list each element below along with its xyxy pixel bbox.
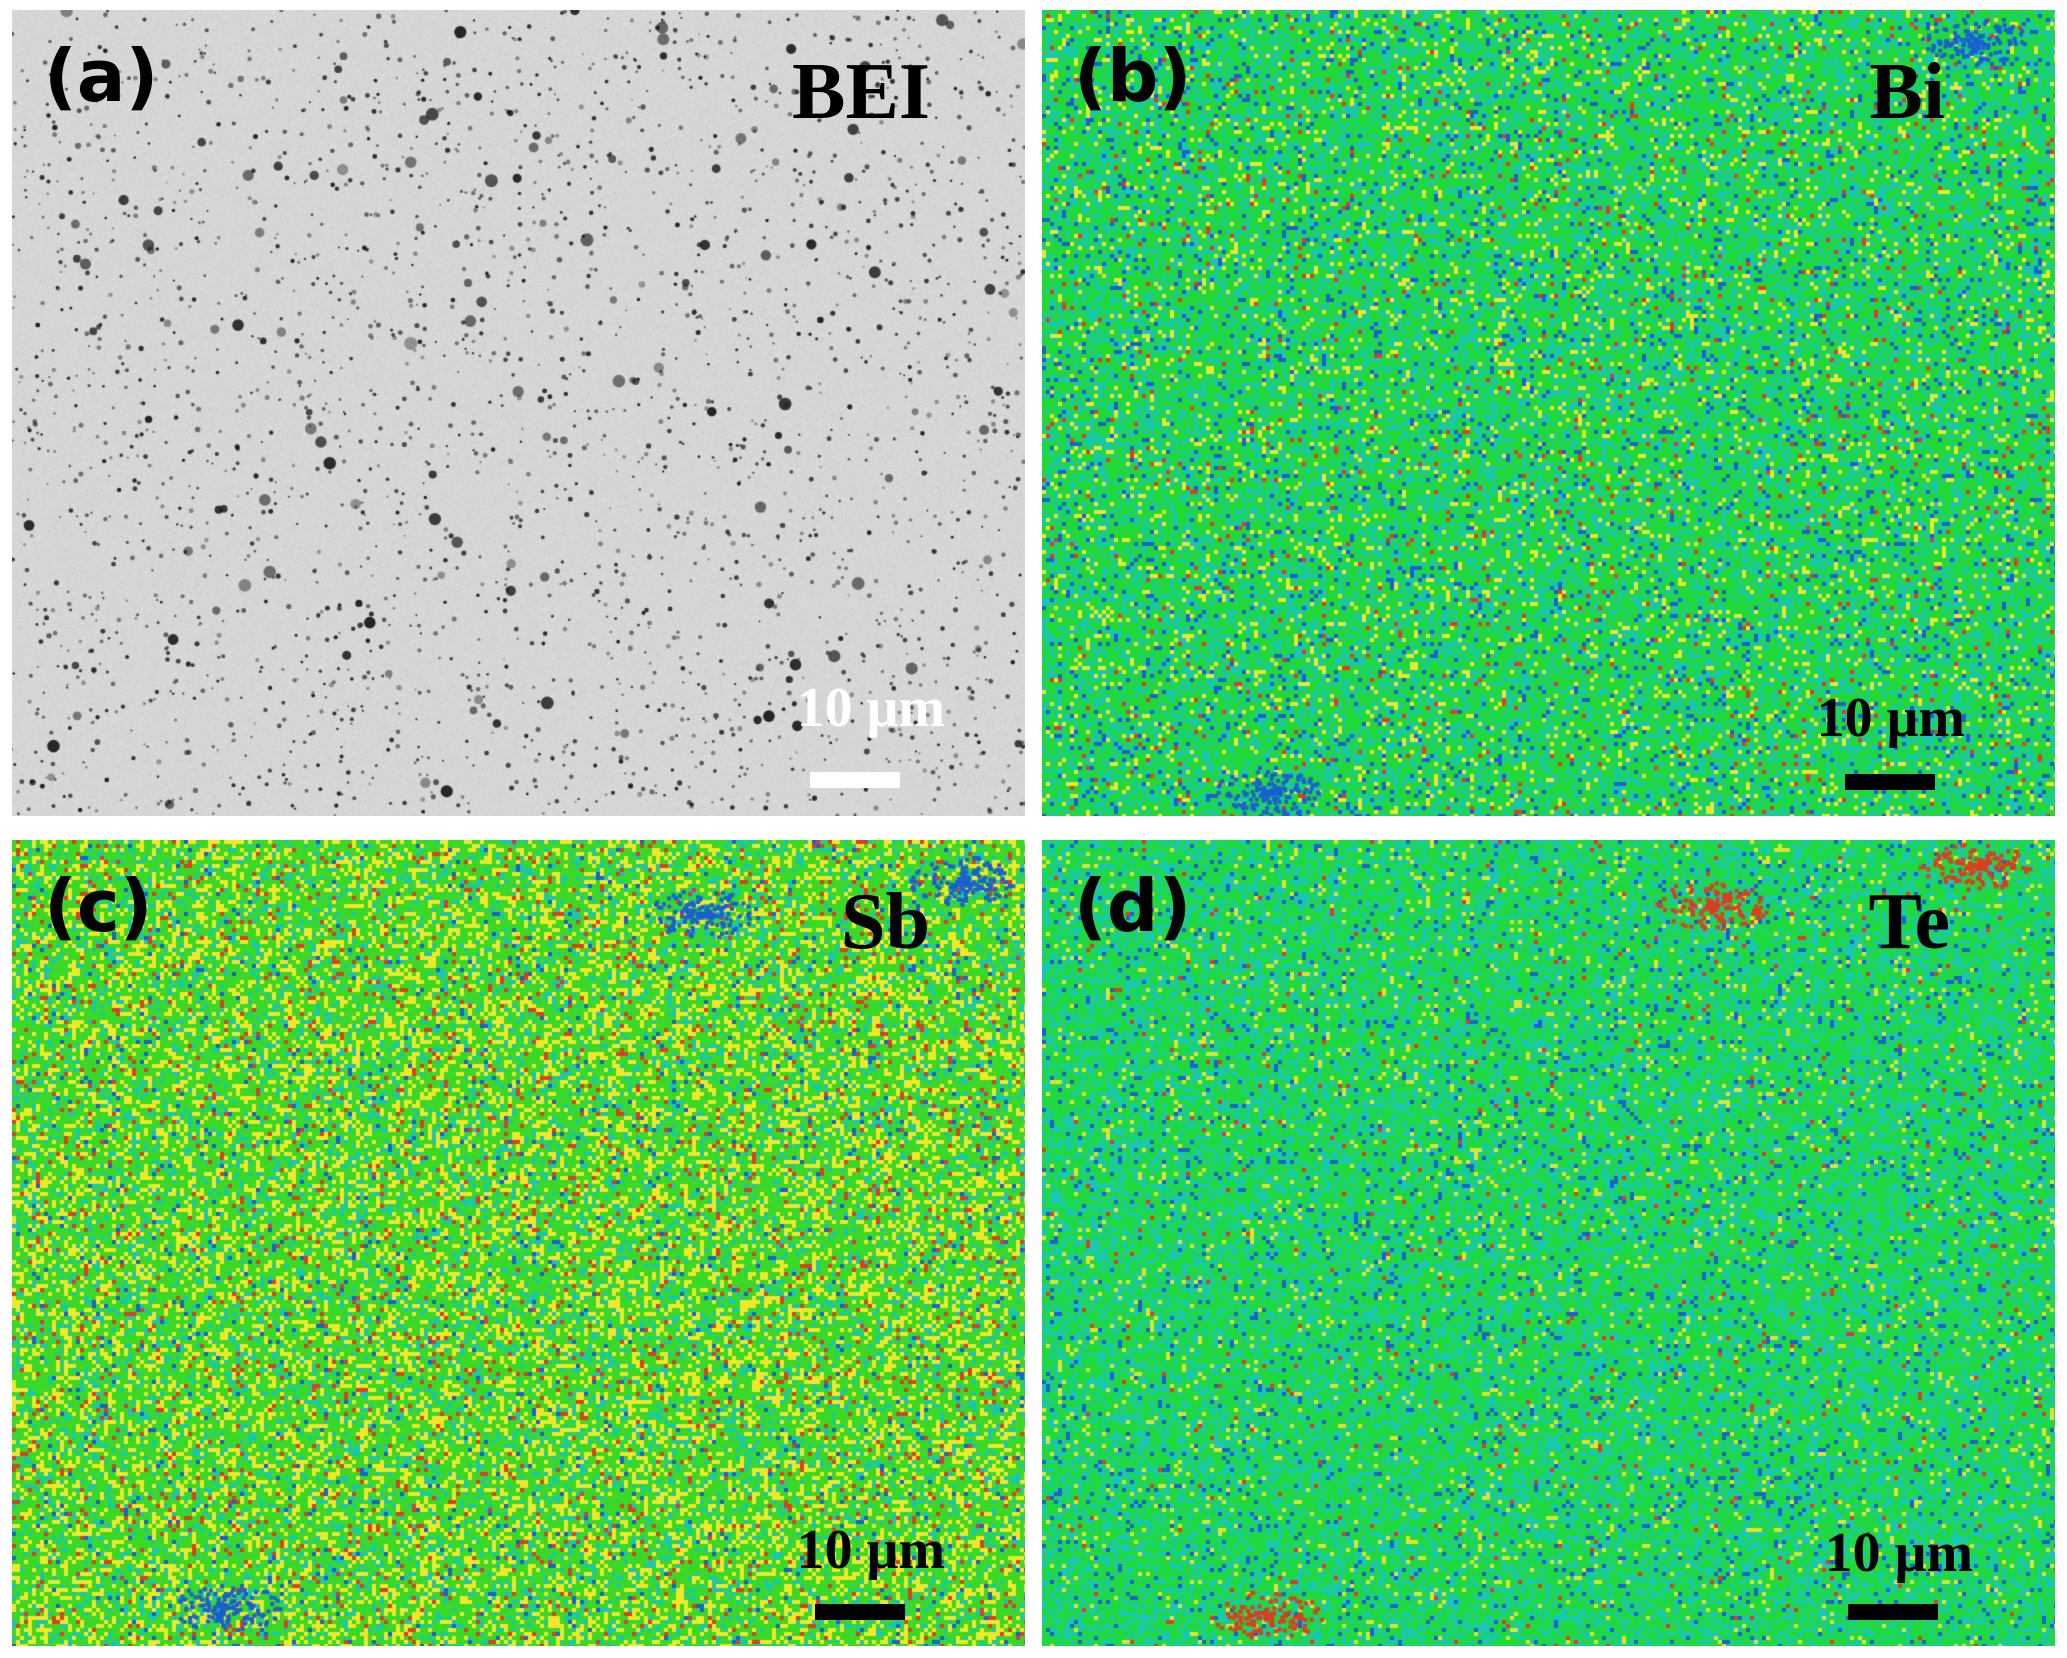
scale-bar-label: 10 μm <box>1816 687 1965 749</box>
element-label: Sb <box>841 878 930 966</box>
scale-bar <box>815 1604 905 1620</box>
elemental-map <box>1042 10 2055 816</box>
elemental-map <box>12 840 1025 1646</box>
scale-bar-label: 10 μm <box>1824 1522 1973 1584</box>
panel-b-bi-map: (b) Bi 10 μm <box>1042 10 2055 816</box>
scale-bar-label: 10 μm <box>796 1519 945 1581</box>
panel-letter: (c) <box>44 864 153 948</box>
panel-letter: (a) <box>44 34 159 118</box>
panel-c-sb-map: (c) Sb 10 μm <box>12 840 1025 1646</box>
panel-label: BEI <box>792 48 930 136</box>
element-label: Te <box>1868 878 1950 966</box>
scale-bar-label: 10 μm <box>796 677 945 739</box>
panel-letter: (d) <box>1074 864 1192 948</box>
scale-bar <box>1845 774 1935 790</box>
element-label: Bi <box>1869 48 1945 136</box>
sem-micrograph <box>12 10 1025 816</box>
panel-d-te-map: (d) Te 10 μm <box>1042 840 2055 1646</box>
panel-letter: (b) <box>1074 34 1192 118</box>
scale-bar <box>1848 1604 1938 1620</box>
scale-bar <box>810 772 900 788</box>
panel-a-bei-image: (a) BEI 10 μm <box>12 10 1025 816</box>
elemental-map <box>1042 840 2055 1646</box>
